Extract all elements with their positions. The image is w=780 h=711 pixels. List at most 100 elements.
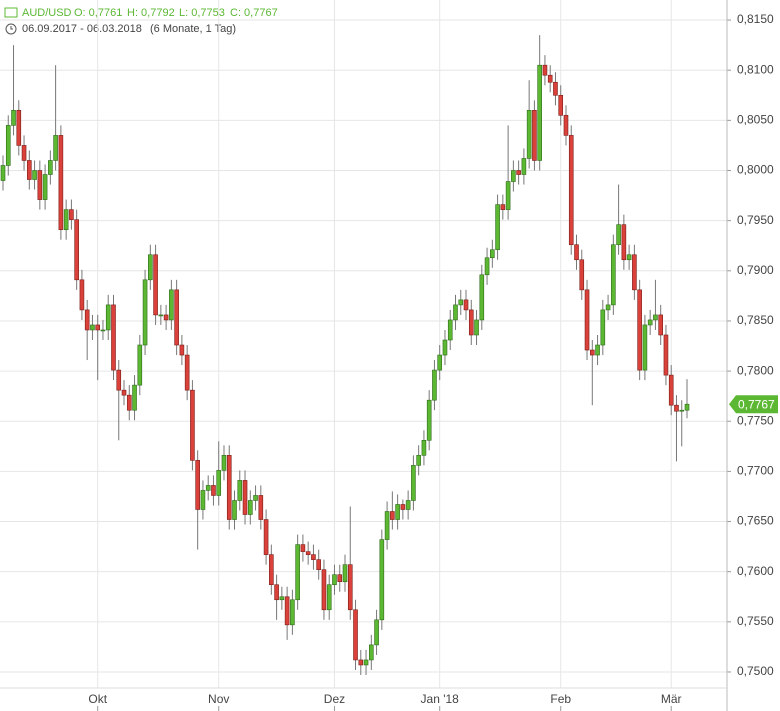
last-price-marker	[729, 395, 778, 414]
candle-body	[258, 495, 264, 520]
x-tick-label: Okt	[88, 692, 107, 706]
y-tick-label: 0,7750	[737, 413, 774, 427]
candle-body	[116, 369, 122, 391]
candle-body	[84, 309, 90, 331]
candle-body	[658, 314, 663, 336]
candle-body	[516, 170, 521, 175]
candle-body	[321, 569, 327, 611]
candle-body	[95, 324, 101, 331]
candle-body	[263, 519, 269, 555]
candle-body	[305, 551, 311, 555]
candle-body	[11, 110, 16, 126]
candle-body	[563, 115, 569, 136]
candle-body	[632, 254, 637, 291]
candle-body	[411, 465, 416, 501]
x-tick-label: Nov	[208, 692, 229, 706]
y-tick-label: 0,8050	[737, 113, 774, 127]
candle-body	[463, 299, 469, 311]
candle-body	[37, 170, 43, 200]
candle-body	[105, 304, 111, 331]
candle-body	[579, 259, 585, 291]
candle-body	[384, 511, 390, 540]
candle-body	[500, 204, 506, 210]
candle-body	[521, 158, 527, 175]
y-tick-label: 0,7800	[737, 363, 774, 377]
y-tick-label: 0,7650	[737, 514, 774, 528]
candle-body	[32, 170, 37, 180]
candle-body	[142, 279, 148, 346]
candle-body	[184, 354, 190, 391]
candle-body	[126, 394, 132, 411]
candle-body	[526, 110, 532, 159]
x-tick-label: Mär	[661, 692, 682, 706]
symbol: AUD/USD	[22, 7, 72, 19]
candle-body	[5, 125, 11, 166]
candle-body	[432, 369, 437, 401]
candle-body	[426, 399, 432, 441]
candle-body	[232, 500, 237, 520]
candle-body	[0, 165, 6, 181]
candle-body	[58, 135, 64, 230]
candle-body	[442, 339, 448, 356]
period: (6 Monate, 1 Tag)	[150, 23, 236, 35]
candle-body	[332, 574, 337, 586]
last-price-label: 0,7767	[738, 397, 775, 411]
candle-body	[505, 181, 511, 210]
candle-body	[205, 485, 211, 491]
candle-body	[611, 244, 616, 306]
candle-body	[63, 209, 69, 230]
candle-body	[337, 574, 343, 583]
candle-body	[400, 504, 406, 510]
candle-body	[326, 584, 332, 611]
candle-body	[474, 319, 479, 336]
candle-body	[90, 324, 95, 331]
candle-body	[621, 224, 627, 261]
x-tick-label: Feb	[550, 692, 571, 706]
candle-body	[316, 559, 321, 570]
candle-body	[121, 389, 127, 396]
candle-body	[216, 470, 222, 496]
candle-body	[21, 145, 27, 161]
y-tick-label: 0,7950	[737, 213, 774, 227]
candle-body	[211, 485, 216, 496]
candle-body	[247, 500, 253, 515]
candle-body	[100, 329, 106, 332]
candle-body	[532, 110, 537, 161]
candle-body	[221, 455, 227, 471]
y-tick-label: 0,8000	[737, 163, 774, 177]
candle-body	[679, 409, 685, 412]
candle-body	[558, 94, 564, 116]
candle-body	[642, 324, 648, 371]
candle-body	[374, 619, 379, 646]
candle-body	[626, 254, 632, 261]
candle-body	[537, 64, 542, 161]
candle-body	[647, 319, 653, 326]
candle-body	[616, 224, 621, 246]
candle-body	[174, 289, 179, 346]
candle-body	[447, 319, 453, 341]
x-tick-label: Dez	[324, 692, 345, 706]
candle-body	[79, 279, 85, 311]
candle-body	[490, 249, 495, 259]
x-tick-label: Jan '18	[421, 692, 460, 706]
low-label: L: 0,7753	[179, 7, 225, 19]
y-tick-label: 0,7900	[737, 263, 774, 277]
candle-body	[637, 289, 642, 371]
candle-body	[395, 504, 400, 520]
candle-body	[242, 480, 248, 515]
candle-body	[137, 344, 143, 386]
candle-body	[416, 455, 421, 466]
y-tick-label: 0,8150	[737, 12, 774, 26]
y-tick-label: 0,8100	[737, 62, 774, 76]
candle-body	[342, 564, 348, 583]
candle-body	[132, 384, 137, 411]
candle-body	[605, 304, 611, 311]
y-tick-label: 0,7550	[737, 614, 774, 628]
candle-body	[479, 274, 485, 321]
candle-body	[574, 244, 579, 261]
candle-body	[363, 659, 369, 666]
candle-body	[274, 584, 279, 601]
candle-body	[468, 309, 474, 336]
candle-body	[284, 596, 290, 626]
